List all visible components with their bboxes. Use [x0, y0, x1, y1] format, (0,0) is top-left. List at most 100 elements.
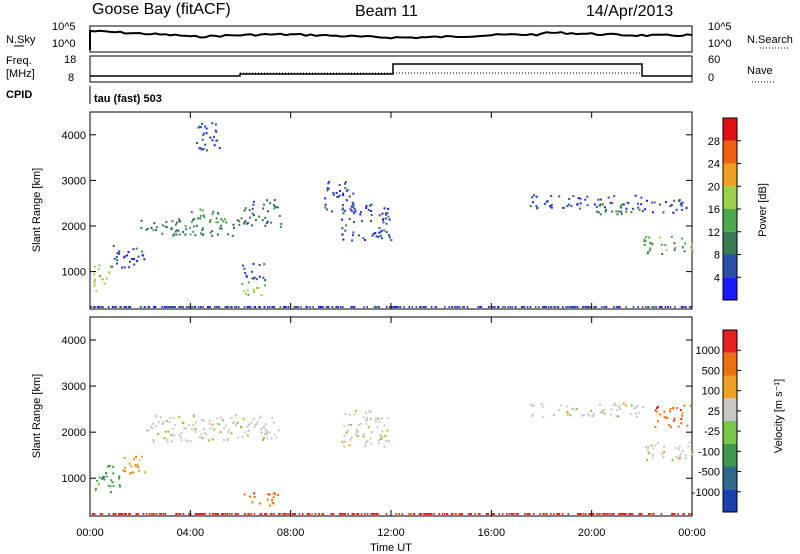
data-cell: [601, 203, 604, 206]
noise-left-tick-bottom: 10^0: [52, 38, 76, 50]
data-cell: [589, 513, 592, 515]
data-cell: [370, 442, 373, 445]
data-cell: [355, 428, 358, 431]
data-cell: [474, 513, 476, 515]
data-cell: [253, 214, 255, 217]
data-cell: [352, 192, 355, 195]
data-cell: [690, 453, 693, 456]
data-cell: [173, 233, 176, 236]
data-cell: [168, 421, 171, 423]
data-cell: [589, 306, 591, 308]
data-cell: [185, 439, 188, 442]
data-cell: [234, 424, 237, 427]
data-cell: [448, 306, 450, 308]
data-cell: [497, 306, 500, 308]
data-cell: [195, 421, 197, 424]
data-cell: [246, 289, 249, 292]
data-cell: [171, 440, 174, 443]
data-cell: [172, 234, 175, 237]
data-cell: [280, 513, 282, 515]
data-cell: [567, 203, 570, 206]
data-cell: [199, 232, 202, 235]
colorbar-segment: [723, 140, 737, 164]
data-cell: [350, 205, 353, 208]
data-cell: [625, 404, 628, 407]
freq-left-tick-top: 18: [64, 54, 76, 66]
data-cell: [153, 306, 156, 308]
data-cell: [103, 478, 106, 481]
data-cell: [588, 306, 590, 308]
data-cell: [353, 306, 355, 308]
data-cell: [507, 306, 509, 308]
data-cell: [664, 306, 667, 308]
data-cell: [155, 513, 158, 515]
data-cell: [411, 306, 414, 308]
data-cell: [654, 444, 657, 447]
data-cell: [111, 306, 114, 308]
data-cell: [532, 404, 534, 407]
ytick-label: 2000: [62, 221, 86, 233]
data-cell: [631, 513, 634, 515]
data-cell: [633, 407, 636, 410]
data-cell: [640, 203, 643, 206]
data-cell: [545, 201, 548, 203]
xtick-label: 00:00: [678, 527, 706, 539]
data-cell: [306, 306, 309, 308]
data-cell: [648, 306, 650, 308]
data-cell: [553, 413, 556, 416]
data-cell: [584, 513, 587, 515]
data-cell: [631, 207, 634, 210]
data-cell: [669, 306, 672, 308]
data-cell: [318, 513, 320, 515]
data-cell: [130, 465, 133, 468]
data-cell: [127, 251, 130, 253]
data-cell: [685, 207, 688, 210]
data-cell: [656, 407, 658, 409]
data-cell: [374, 417, 377, 420]
velocity-heatmap: [91, 402, 694, 515]
data-cell: [205, 132, 208, 135]
data-cell: [676, 407, 679, 409]
data-cell: [113, 513, 116, 515]
data-cell: [238, 223, 241, 226]
data-cell: [542, 306, 545, 308]
data-cell: [677, 457, 680, 460]
data-cell: [567, 306, 569, 308]
data-cell: [188, 513, 190, 515]
data-cell: [179, 513, 182, 515]
data-cell: [656, 405, 659, 408]
data-cell: [385, 440, 388, 443]
data-cell: [567, 513, 570, 515]
colorbar-tick-label: -500: [698, 467, 720, 479]
data-cell: [641, 306, 644, 308]
data-cell: [592, 513, 594, 515]
data-cell: [251, 501, 254, 504]
data-cell: [209, 513, 211, 515]
data-cell: [93, 265, 96, 268]
data-cell: [194, 234, 197, 237]
data-cell: [231, 513, 233, 515]
data-cell: [649, 241, 652, 244]
data-cell: [511, 306, 513, 308]
data-cell: [349, 438, 352, 441]
data-cell: [193, 217, 196, 220]
data-cell: [558, 513, 560, 515]
data-cell: [681, 414, 683, 417]
data-cell: [231, 234, 234, 237]
data-cell: [586, 204, 589, 207]
data-cell: [248, 216, 251, 219]
data-cell: [135, 465, 137, 468]
data-cell: [165, 306, 167, 308]
ytick-label: 4000: [62, 335, 86, 347]
data-cell: [675, 208, 678, 211]
data-cell: [165, 438, 168, 441]
data-cell: [533, 194, 535, 197]
data-cell: [451, 306, 453, 308]
data-cell: [230, 432, 233, 435]
time-axis-label: Time UT: [370, 542, 412, 554]
data-cell: [123, 306, 125, 308]
noise-right-label: N.Search: [747, 34, 793, 46]
data-cell: [200, 148, 203, 151]
data-cell: [622, 402, 625, 405]
data-cell: [291, 513, 294, 515]
